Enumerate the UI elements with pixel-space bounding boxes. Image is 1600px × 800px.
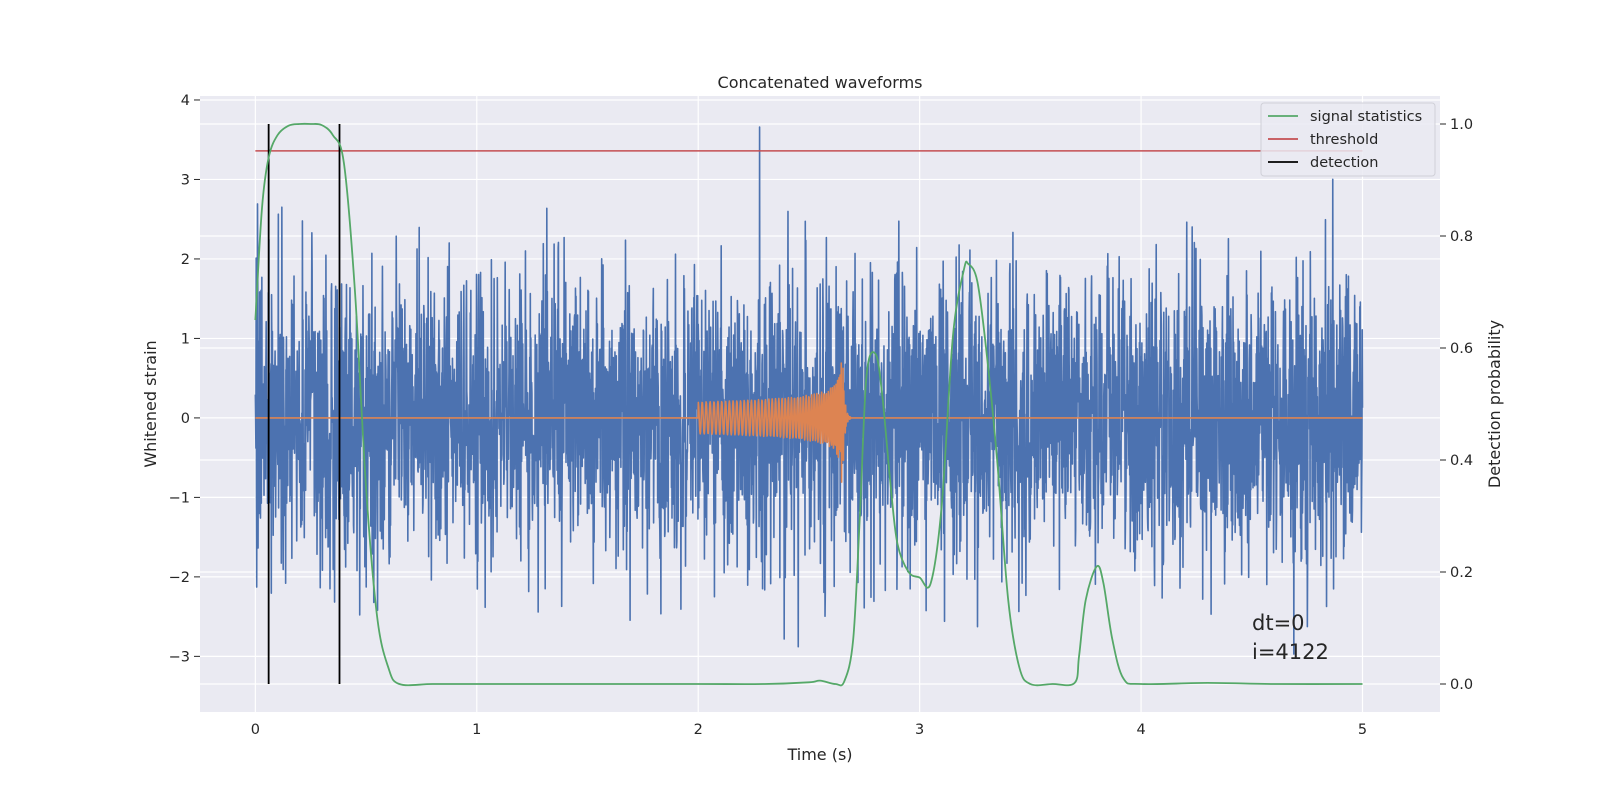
x-tick-label: 5: [1358, 722, 1367, 738]
x-tick-label: 0: [251, 722, 260, 738]
y-tick-label: −1: [169, 490, 190, 506]
annotation-dt: dt=0: [1252, 611, 1305, 635]
y-tick-label: 4: [181, 93, 190, 109]
series-layer: [254, 122, 1364, 687]
x-axis-label: Time (s): [786, 745, 852, 764]
y2-tick-label: 0.6: [1450, 341, 1473, 357]
y-axis-label: Whitened strain: [141, 340, 160, 467]
y-tick-label: 3: [181, 172, 190, 188]
ticks: 0 1 2 3 4 5 −3 −2 −1 0 1 2 3 4 0.0 0.2 0.4 0.6 0.8 1.0: [169, 93, 1473, 738]
x-tick-label: 1: [472, 722, 481, 738]
y2-axis-label: Detection probability: [1485, 320, 1504, 488]
y-tick-label: −2: [169, 570, 190, 586]
strain-series-line: [254, 126, 1364, 655]
signal-statistics-line: [254, 122, 1363, 687]
legend-label-signal-statistics: signal statistics: [1310, 109, 1422, 125]
waveform-series-line: [254, 362, 1363, 483]
y-tick-label: −3: [169, 649, 190, 665]
legend-label-detection: detection: [1310, 155, 1378, 171]
y2-tick-label: 0.4: [1450, 453, 1473, 469]
y2-tick-label: 0.2: [1450, 565, 1473, 581]
x-tick-label: 4: [1136, 722, 1145, 738]
y2-tick-label: 0.0: [1450, 677, 1473, 693]
legend-label-threshold: threshold: [1310, 132, 1378, 148]
y-tick-label: 1: [181, 331, 190, 347]
legend-box: [1260, 102, 1436, 177]
annotation-i: i=4122: [1252, 640, 1329, 664]
x-tick-label: 2: [694, 722, 703, 738]
y-tick-label: 2: [181, 252, 190, 268]
x-tick-label: 3: [915, 722, 924, 738]
y2-tick-label: 1.0: [1450, 117, 1473, 133]
legend: signal statistics threshold detection: [1260, 102, 1436, 177]
y2-tick-label: 0.8: [1450, 229, 1473, 245]
y-tick-label: 0: [181, 411, 190, 427]
chart-title: Concatenated waveforms: [718, 73, 923, 92]
